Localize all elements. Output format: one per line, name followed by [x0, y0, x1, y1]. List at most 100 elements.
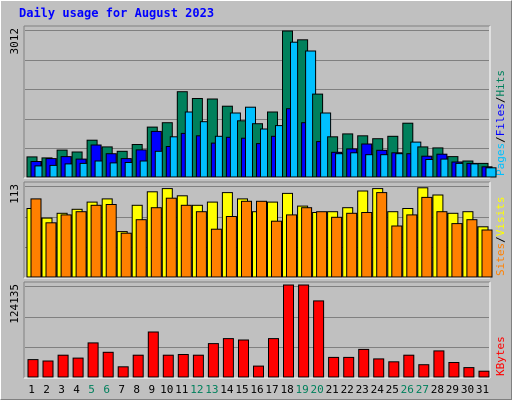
x-tick-label: 20	[310, 383, 323, 396]
kbytes-bar	[328, 356, 340, 378]
sites-bar	[210, 228, 222, 278]
kbytes-bar	[117, 366, 129, 378]
kbytes-bar	[358, 348, 370, 378]
kbytes-bar	[448, 362, 460, 378]
kbytes-bar	[373, 358, 385, 378]
kbytes-bar	[72, 357, 84, 378]
kbytes-bar	[388, 361, 400, 378]
sites-bar	[256, 200, 267, 278]
x-tick-label: 15	[235, 383, 248, 396]
sites-bar	[45, 222, 57, 278]
sites-bar	[135, 219, 147, 278]
kbytes-bar	[463, 367, 475, 378]
kbytes-bar	[222, 338, 234, 378]
x-tick-label: 26	[401, 383, 414, 396]
x-tick-label: 18	[280, 383, 293, 396]
sites-bar	[120, 232, 132, 278]
x-tick-label: 24	[371, 383, 385, 396]
sites-bar	[481, 229, 493, 278]
chart-title: Daily usage for August 2023	[19, 6, 215, 20]
kbytes-bar	[57, 354, 69, 378]
sites-bar	[286, 214, 297, 278]
sites-bar	[180, 204, 192, 278]
kbytes-bar	[238, 339, 249, 378]
kbytes-bar	[42, 360, 54, 378]
kbytes-bar	[192, 354, 204, 378]
top-legend: Pages/Files/Hits	[494, 70, 507, 176]
legend-entry: /	[494, 236, 507, 243]
kbytes-bar	[313, 300, 325, 378]
x-tick-label: 22	[341, 383, 354, 396]
sites-bar	[105, 204, 117, 278]
legend-entry: Visits	[494, 197, 507, 237]
top-ymax-label: 3012	[8, 28, 21, 55]
kbytes-bar	[403, 354, 415, 378]
sites-bar	[391, 225, 403, 278]
kbytes-bar	[343, 356, 355, 378]
middle-legend: Sites/Visits	[494, 197, 507, 277]
kbytes-bar	[283, 284, 294, 378]
kbytes-bar	[132, 354, 144, 378]
kbytes-bar	[102, 351, 114, 378]
sites-bar	[225, 216, 237, 278]
x-tick-label: 10	[160, 383, 173, 396]
legend-entry: Files	[494, 103, 507, 136]
sites-bar	[90, 204, 102, 278]
x-tick-label: 8	[133, 383, 140, 396]
legend-entry: Sites	[494, 243, 507, 276]
x-tick-label: 31	[476, 383, 489, 396]
x-tick-label: 1	[28, 383, 35, 396]
kbytes-bar	[207, 343, 219, 378]
x-tick-label: 14	[220, 383, 234, 396]
bottom-legend: KBytes	[494, 336, 507, 376]
x-tick-label: 5	[88, 383, 95, 396]
x-tick-label: 3	[58, 383, 65, 396]
sites-bar	[451, 223, 463, 278]
sites-bar	[421, 196, 433, 278]
kbytes-bar	[162, 354, 174, 378]
x-tick-label: 23	[356, 383, 369, 396]
kbytes-bar	[268, 338, 279, 378]
x-tick-label: 21	[326, 383, 339, 396]
x-tick-label: 2	[43, 383, 50, 396]
sites-bar	[150, 207, 162, 278]
x-tick-label: 13	[205, 383, 218, 396]
sites-bar	[60, 214, 72, 278]
sites-bar	[301, 207, 313, 278]
sites-bar	[346, 212, 358, 278]
x-tick-label: 12	[190, 383, 203, 396]
sites-bar	[406, 214, 418, 278]
bottom-ymax-label: 124135	[8, 284, 21, 324]
x-tick-label: 7	[118, 383, 125, 396]
sites-bar	[30, 198, 42, 278]
sites-bar	[75, 211, 87, 278]
legend-entry: /	[494, 136, 507, 143]
legend-entry: Hits	[494, 70, 507, 97]
sites-bar	[361, 212, 373, 278]
pages-bar	[485, 167, 497, 178]
kbytes-bar	[418, 364, 430, 378]
sites-bar	[466, 219, 478, 278]
x-tick-label: 30	[461, 383, 474, 396]
kbytes-bar	[87, 342, 99, 378]
sites-bar	[165, 197, 177, 278]
middle-ymax-label: 113	[8, 184, 21, 204]
kbytes-bar	[253, 365, 264, 378]
kbytes-bar	[478, 370, 490, 378]
kbytes-bar	[27, 359, 39, 378]
x-tick-label: 6	[103, 383, 110, 396]
x-tick-label: 16	[250, 383, 263, 396]
sites-bar	[271, 220, 282, 278]
x-tick-label: 29	[446, 383, 459, 396]
sites-bar	[195, 211, 207, 278]
sites-bar	[376, 192, 388, 278]
x-tick-label: 17	[265, 383, 278, 396]
sites-bar	[331, 216, 343, 278]
sites-bar	[316, 211, 328, 278]
sites-bar	[241, 200, 252, 278]
kbytes-bar	[298, 284, 310, 378]
kbytes-bar	[177, 354, 189, 378]
x-tick-label: 25	[386, 383, 399, 396]
kbytes-bar	[433, 350, 445, 378]
